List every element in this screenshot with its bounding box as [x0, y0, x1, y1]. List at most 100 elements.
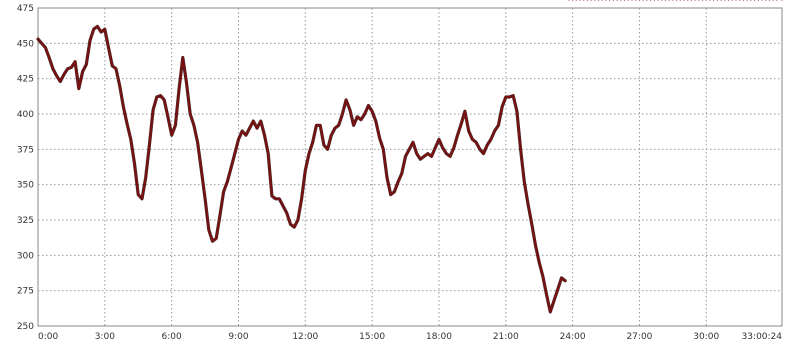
y-tick-label: 275 [17, 287, 34, 297]
data-point [597, 0, 600, 1]
x-tick-label: 24:00 [560, 332, 586, 342]
data-point [282, 205, 284, 207]
data-point [471, 138, 473, 141]
data-point [371, 110, 373, 112]
data-point [55, 75, 58, 77]
x-tick-label: 33:00:24 [742, 332, 783, 342]
data-point [189, 113, 191, 115]
data-point [776, 0, 778, 1]
data-point [761, 0, 763, 1]
data-point [720, 0, 722, 1]
data-point [575, 0, 577, 1]
data-point [486, 144, 488, 146]
data-point [609, 0, 611, 1]
data-point [174, 124, 176, 126]
data-point [67, 68, 69, 70]
data-point [260, 120, 262, 122]
data-point [731, 0, 733, 1]
data-point [757, 0, 759, 1]
data-point [163, 99, 165, 101]
data-point [572, 0, 574, 1]
data-point [182, 56, 184, 59]
data-point [41, 42, 43, 44]
data-point [89, 39, 91, 42]
data-point [312, 141, 314, 143]
data-point [345, 99, 347, 101]
data-point [508, 96, 511, 98]
data-point [93, 28, 95, 30]
data-point [315, 124, 318, 126]
data-point [341, 113, 344, 115]
data-point [549, 311, 551, 313]
data-point [375, 120, 377, 122]
data-point [319, 124, 321, 126]
data-point [765, 0, 767, 1]
data-point [85, 63, 87, 66]
x-tick-label: 12:00 [292, 332, 318, 342]
x-tick-label: 3:00 [95, 332, 115, 342]
data-point [156, 96, 158, 98]
data-point [367, 104, 370, 107]
data-point [438, 138, 440, 141]
data-point [616, 0, 618, 1]
data-point [263, 134, 266, 136]
data-point [252, 120, 254, 122]
data-point [145, 177, 147, 179]
data-point [772, 0, 774, 1]
data-point [412, 141, 414, 143]
y-tick-label: 325 [17, 216, 34, 226]
data-point [178, 87, 180, 90]
data-point [661, 0, 663, 1]
plot-border [37, 7, 783, 327]
data-point [141, 198, 143, 200]
data-point [37, 38, 39, 40]
data-point [237, 138, 240, 141]
data-point [107, 46, 110, 49]
data-point [326, 148, 329, 150]
data-point [74, 61, 76, 63]
data-point [687, 0, 689, 1]
data-point [716, 0, 719, 1]
data-point [601, 0, 603, 1]
data-point [52, 68, 54, 70]
data-point [653, 0, 655, 1]
data-point [256, 127, 258, 129]
data-point [690, 0, 693, 1]
data-point [401, 172, 403, 174]
data-point [635, 0, 637, 1]
data-point [226, 181, 228, 183]
data-point [698, 0, 700, 1]
y-tick-label: 350 [17, 181, 34, 191]
data-point [193, 124, 195, 126]
data-point [768, 0, 770, 1]
data-point [683, 0, 685, 1]
data-point [430, 155, 433, 157]
data-point [215, 237, 217, 239]
data-point [657, 0, 659, 1]
data-point [208, 229, 210, 231]
y-tick-label: 375 [17, 145, 34, 155]
data-point [497, 124, 499, 126]
data-point [382, 148, 384, 150]
x-tick-label: 30:00 [693, 332, 719, 342]
data-point [360, 119, 362, 121]
data-point [534, 244, 537, 247]
data-point [349, 109, 351, 111]
data-point [104, 28, 106, 30]
data-point [679, 0, 681, 1]
x-tick-label: 15:00 [359, 332, 385, 342]
data-point [453, 147, 455, 149]
data-point [204, 198, 206, 200]
data-point [605, 0, 607, 1]
y-tick-label: 450 [17, 39, 34, 49]
data-point [115, 68, 117, 70]
data-point [523, 181, 525, 183]
y-tick-label: 475 [17, 4, 34, 14]
data-point [442, 147, 444, 149]
x-tick-label: 0:00 [38, 332, 58, 342]
data-point [742, 0, 744, 1]
data-point [449, 155, 451, 157]
data-point [564, 280, 566, 282]
data-point [520, 148, 522, 150]
